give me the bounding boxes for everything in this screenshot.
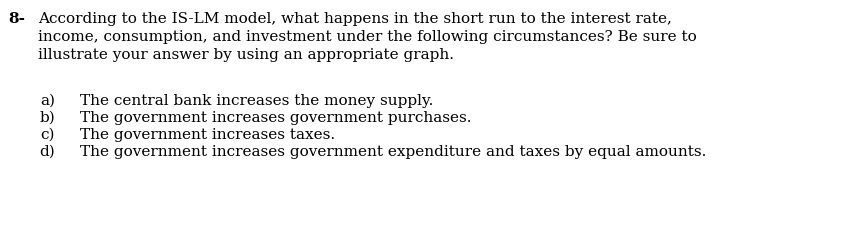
- Text: The central bank increases the money supply.: The central bank increases the money sup…: [80, 94, 434, 108]
- Text: d): d): [39, 145, 55, 159]
- Text: a): a): [40, 94, 55, 108]
- Text: income, consumption, and investment under the following circumstances? Be sure t: income, consumption, and investment unde…: [38, 30, 697, 44]
- Text: According to the IS-LM model, what happens in the short run to the interest rate: According to the IS-LM model, what happe…: [38, 12, 672, 26]
- Text: illustrate your answer by using an appropriate graph.: illustrate your answer by using an appro…: [38, 48, 454, 62]
- Text: The government increases taxes.: The government increases taxes.: [80, 128, 335, 142]
- Text: The government increases government purchases.: The government increases government purc…: [80, 111, 471, 125]
- Text: The government increases government expenditure and taxes by equal amounts.: The government increases government expe…: [80, 145, 706, 159]
- Text: c): c): [41, 128, 55, 142]
- Text: 8-: 8-: [8, 12, 25, 26]
- Text: b): b): [39, 111, 55, 125]
